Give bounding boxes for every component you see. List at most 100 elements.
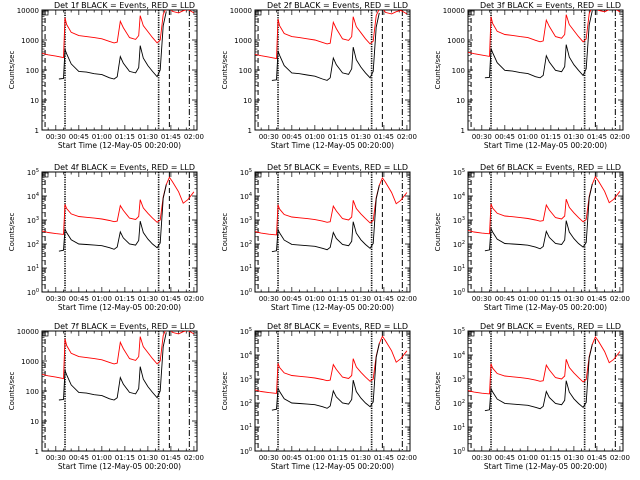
- y-tick-label: 1: [35, 448, 39, 456]
- x-tick-label: 01:00: [518, 133, 538, 141]
- y-tick-exp: 5: [462, 168, 465, 174]
- x-tick-label: 02:00: [610, 295, 630, 303]
- y-tick-label: 101: [240, 264, 252, 273]
- y-tick-exp: 5: [36, 168, 39, 174]
- series-group: [255, 176, 408, 253]
- y-tick-exp: 1: [462, 423, 465, 429]
- y-tick-label: 100: [240, 288, 252, 297]
- plot-frame: [41, 171, 198, 293]
- y-axis-label: Counts/sec: [221, 372, 229, 411]
- y-tick-base: 10: [453, 328, 462, 336]
- x-tick-label: 01:45: [587, 454, 607, 462]
- y-tick-label: 104: [240, 192, 252, 201]
- chart-title: Det 1f BLACK = Events, RED = LLD: [54, 1, 195, 10]
- x-tick-label: 01:15: [328, 454, 348, 462]
- y-tick-base: 10: [240, 328, 249, 336]
- y-tick-exp: 3: [462, 375, 465, 381]
- y-tick-label: 10: [30, 97, 39, 105]
- series-line-lld: [255, 176, 408, 236]
- y-tick-label: 105: [240, 168, 252, 177]
- chart-title: Det 7f BLACK = Events, RED = LLD: [54, 322, 195, 331]
- y-tick-label: 100: [239, 67, 252, 75]
- x-tick-label: 00:30: [472, 454, 492, 462]
- y-tick-base: 10: [27, 217, 36, 225]
- y-axis-label: Counts/sec: [221, 213, 229, 252]
- y-tick-label: 1000: [447, 37, 465, 45]
- y-tick-label: 102: [453, 399, 465, 408]
- y-tick-label: 105: [453, 327, 465, 336]
- y-tick-exp: 5: [249, 168, 252, 174]
- x-tick-label: 01:45: [161, 133, 181, 141]
- series-line-events: [271, 12, 380, 81]
- x-tick-label: 01:00: [518, 295, 538, 303]
- series-line-events: [484, 183, 593, 252]
- y-tick-label: 1: [248, 127, 252, 135]
- y-tick-label: 104: [453, 351, 465, 360]
- y-tick-exp: 1: [462, 264, 465, 270]
- series-line-events: [58, 184, 167, 252]
- y-tick-label: 103: [453, 216, 465, 225]
- x-tick-label: 01:45: [161, 295, 181, 303]
- x-tick-label: 02:00: [184, 133, 204, 141]
- x-tick-label: 02:00: [397, 295, 417, 303]
- chart-title: Det 5f BLACK = Events, RED = LLD: [267, 163, 408, 172]
- plot-frame: [467, 171, 624, 293]
- y-tick-exp: 0: [36, 288, 39, 294]
- y-tick-base: 10: [27, 289, 36, 297]
- y-tick-base: 10: [240, 265, 249, 273]
- y-tick-exp: 4: [462, 192, 465, 198]
- x-tick-label: 01:30: [138, 454, 158, 462]
- y-tick-base: 10: [27, 241, 36, 249]
- y-tick-base: 10: [453, 448, 462, 456]
- chart-panel: 1 10 100 1000 10000 00:30 00:45 01:00 01:15 01:30…: [221, 1, 417, 150]
- x-tick-label: 01:30: [351, 133, 371, 141]
- y-tick-exp: 0: [249, 288, 252, 294]
- x-tick-label: 01:15: [115, 133, 135, 141]
- x-tick-label: 00:30: [259, 133, 279, 141]
- y-tick-exp: 2: [249, 240, 252, 246]
- y-tick-label: 10: [456, 97, 465, 105]
- x-axis-label: Start Time (12-May-05 00:20:00): [271, 303, 394, 312]
- x-tick-label: 00:45: [69, 133, 89, 141]
- x-tick-label: 02:00: [184, 295, 204, 303]
- y-tick-label: 100: [26, 388, 39, 396]
- x-tick-label: 01:15: [541, 295, 561, 303]
- y-tick-label: 104: [27, 192, 39, 201]
- series-group: [255, 10, 408, 81]
- y-tick-base: 10: [453, 352, 462, 360]
- y-tick-label: 100: [240, 447, 252, 456]
- y-tick-base: 10: [453, 169, 462, 177]
- y-tick-exp: 4: [249, 192, 252, 198]
- y-axis-label: Counts/sec: [434, 213, 442, 252]
- x-tick-label: 01:45: [374, 295, 394, 303]
- y-tick-label: 102: [453, 240, 465, 249]
- y-tick-exp: 0: [462, 288, 465, 294]
- x-tick-label: 01:00: [92, 133, 112, 141]
- series-line-events: [484, 10, 593, 79]
- x-tick-label: 00:30: [472, 133, 492, 141]
- y-tick-label: 105: [240, 327, 252, 336]
- corner-marker: [42, 10, 49, 16]
- chart-panel: 1 10 100 1000 10000 00:30 00:45 01:00 01:15 01:30…: [8, 322, 204, 471]
- x-axis-label: Start Time (12-May-05 00:20:00): [484, 303, 607, 312]
- y-tick-label: 102: [240, 240, 252, 249]
- corner-marker: [42, 331, 49, 337]
- corner-marker: [42, 172, 49, 178]
- plot-frame: [254, 330, 411, 452]
- y-tick-label: 103: [240, 216, 252, 225]
- y-axis-label: Counts/sec: [221, 51, 229, 90]
- series-line-events: [58, 11, 167, 80]
- y-tick-base: 10: [453, 265, 462, 273]
- corner-marker: [255, 331, 262, 337]
- x-tick-label: 00:45: [282, 133, 302, 141]
- series-line-lld: [42, 10, 195, 59]
- series-group: [468, 10, 621, 79]
- y-tick-label: 10000: [17, 328, 39, 336]
- x-tick-label: 01:30: [564, 454, 584, 462]
- x-tick-label: 01:30: [138, 295, 158, 303]
- y-tick-base: 10: [453, 193, 462, 201]
- y-tick-label: 100: [453, 288, 465, 297]
- y-tick-label: 10000: [17, 7, 39, 15]
- y-tick-base: 10: [240, 352, 249, 360]
